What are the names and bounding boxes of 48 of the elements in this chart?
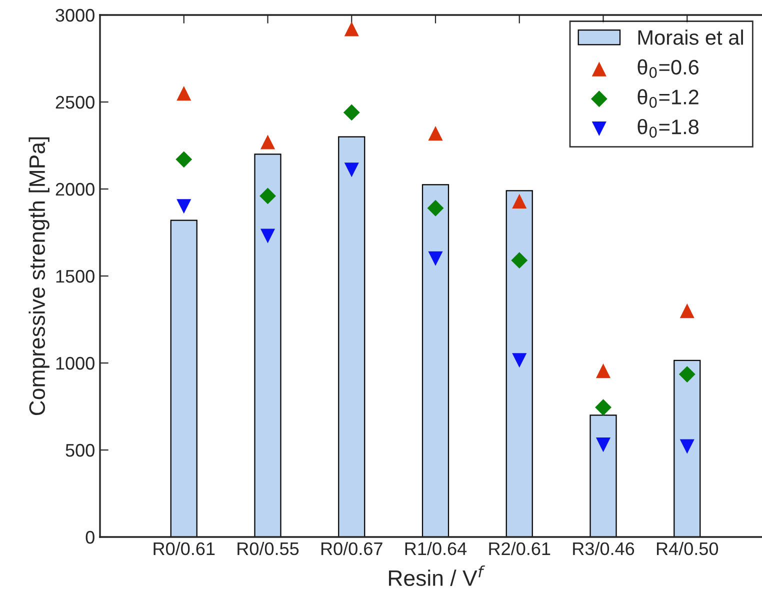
point bbox=[596, 364, 611, 378]
y-tick-label: 3000 bbox=[56, 8, 94, 22]
y-tick-label: 1500 bbox=[56, 270, 94, 283]
legend-label: Morais et al bbox=[638, 30, 743, 45]
point bbox=[176, 86, 192, 101]
point bbox=[678, 366, 696, 383]
point bbox=[512, 194, 527, 208]
bar bbox=[590, 414, 617, 537]
point bbox=[512, 353, 527, 368]
y-tick-label: 0 bbox=[86, 530, 94, 544]
point bbox=[427, 200, 444, 216]
point bbox=[428, 251, 443, 266]
point bbox=[260, 188, 276, 204]
bar bbox=[674, 360, 701, 537]
legend-label: θ$_{0}$=1.8 bbox=[638, 118, 699, 138]
x-tick-label: R0/0.67 bbox=[321, 542, 382, 556]
x-tick-label: R0/0.55 bbox=[238, 542, 299, 556]
bar bbox=[170, 220, 198, 537]
point bbox=[344, 162, 359, 178]
point bbox=[344, 22, 359, 36]
x-tick-label: R2/0.61 bbox=[489, 542, 550, 556]
x-tick-label: R3/0.46 bbox=[573, 542, 634, 556]
x-tick-label: R4/0.50 bbox=[656, 542, 718, 556]
point bbox=[428, 126, 443, 141]
point bbox=[680, 439, 694, 454]
x-tick-label: R0/0.61 bbox=[154, 542, 215, 556]
point bbox=[595, 399, 612, 416]
x-tick-label: R1/0.64 bbox=[405, 542, 467, 556]
point bbox=[596, 437, 611, 452]
bar bbox=[254, 154, 282, 537]
bar bbox=[422, 184, 450, 537]
y-tick-label: 2500 bbox=[56, 96, 94, 109]
point bbox=[176, 151, 192, 168]
point bbox=[511, 252, 528, 269]
point bbox=[680, 304, 694, 318]
point bbox=[260, 134, 276, 150]
point bbox=[176, 199, 192, 214]
point bbox=[260, 228, 276, 244]
y-tick-label: 500 bbox=[66, 444, 94, 457]
y-tick-label: 2000 bbox=[56, 182, 94, 196]
y-tick-label: 1000 bbox=[56, 356, 94, 370]
legend-label: θ$_{0}$=1.2 bbox=[638, 89, 698, 108]
legend-label: θ$_{0}$=0.6 bbox=[638, 59, 699, 78]
y-axis-title: Compressive strength [MPa] bbox=[28, 137, 50, 416]
bar bbox=[506, 190, 533, 537]
x-axis-title: Resin / V$^{f}$ bbox=[388, 565, 485, 586]
point bbox=[343, 104, 360, 121]
bar bbox=[338, 136, 366, 537]
